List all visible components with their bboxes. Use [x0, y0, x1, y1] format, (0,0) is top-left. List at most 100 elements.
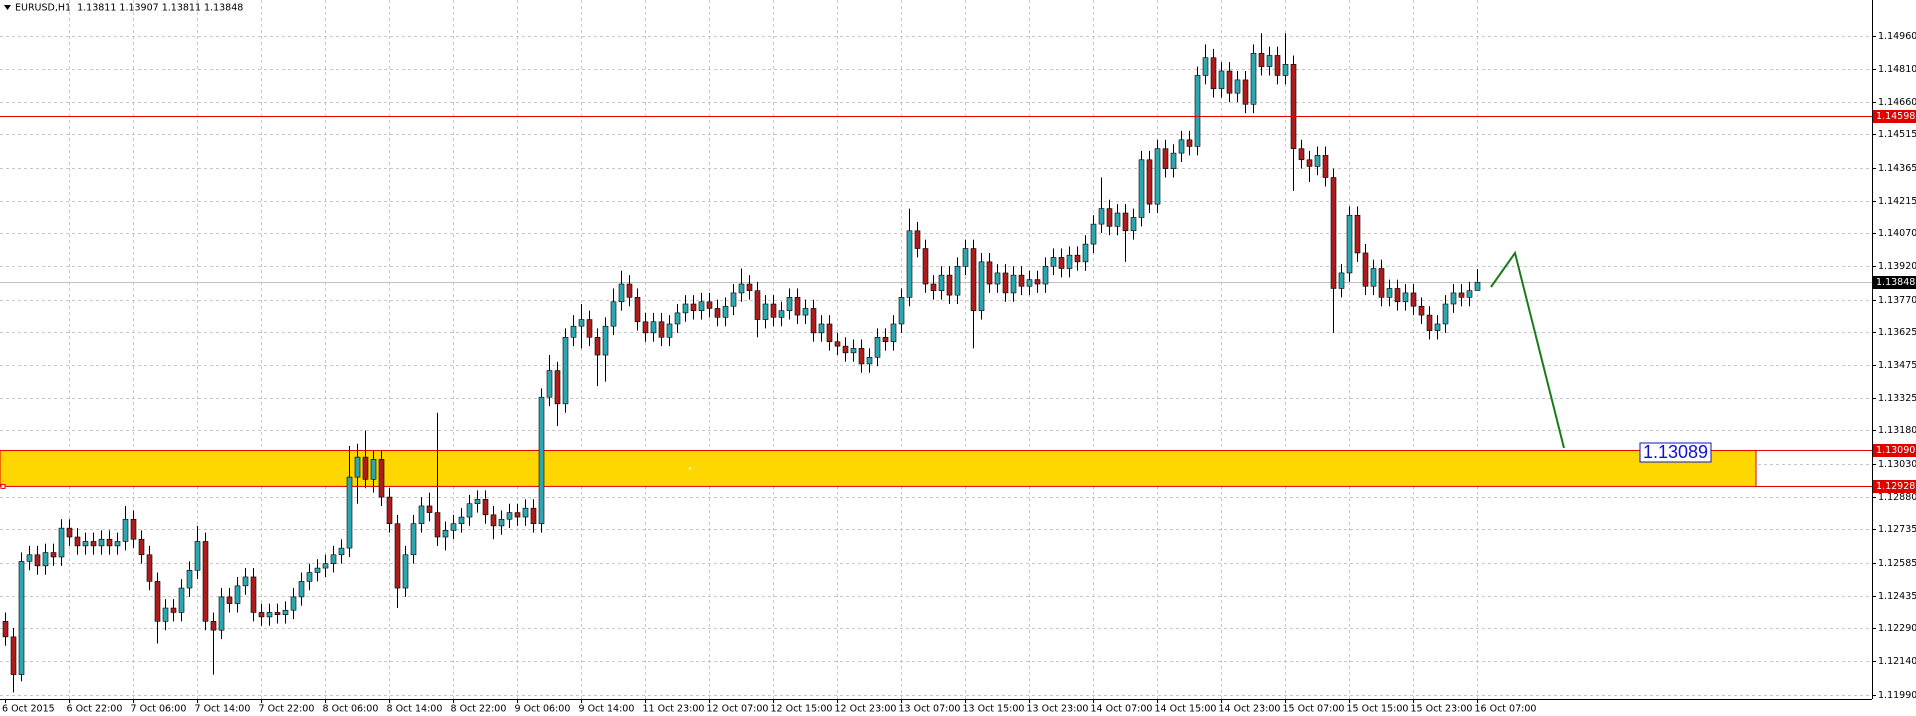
candle-body: [346, 476, 353, 549]
candle-body: [402, 554, 409, 589]
candle-body: [1050, 257, 1057, 267]
candle-body: [498, 518, 505, 527]
x-tick-label: 13 Oct 23:00: [1027, 704, 1089, 715]
candle-body: [66, 527, 73, 538]
candle-body: [1386, 288, 1393, 298]
candle-body: [1250, 52, 1257, 105]
candle-body: [354, 456, 361, 478]
candle-body: [650, 321, 657, 334]
candle-body: [1018, 274, 1025, 287]
candle-body: [530, 507, 537, 524]
candle-body: [954, 265, 961, 296]
candle-body: [1186, 139, 1193, 147]
y-tick-label: 1.12435: [1878, 591, 1916, 602]
candle-body: [258, 612, 265, 618]
candle-body: [730, 292, 737, 307]
candle-body: [1194, 75, 1201, 147]
candle-body: [1082, 243, 1089, 263]
candle-body: [482, 498, 489, 516]
x-tick-label: 8 Oct 06:00: [323, 704, 379, 715]
candle-body: [946, 274, 953, 296]
price-level-label: 1.13848: [1876, 277, 1915, 288]
candle-body: [1122, 212, 1129, 232]
zone: [0, 449, 1757, 487]
candle-body: [434, 512, 441, 538]
candle-body: [850, 348, 857, 354]
candle-body: [802, 308, 809, 316]
candle-body: [1394, 288, 1401, 303]
candle-body: [1226, 70, 1233, 94]
candle-body: [218, 596, 225, 631]
candle-body: [1210, 57, 1217, 90]
candle-body: [1170, 152, 1177, 169]
candle-body: [546, 370, 553, 398]
candle-body: [146, 554, 153, 582]
y-tick-label: 1.14660: [1878, 97, 1916, 108]
candle-body: [930, 283, 937, 291]
candle-body: [90, 541, 97, 547]
candle-body: [58, 527, 65, 558]
candle-body: [1474, 281, 1481, 291]
candle-body: [562, 336, 569, 405]
candle-body: [674, 312, 681, 325]
y-tick-label: 1.11990: [1878, 690, 1916, 701]
x-tick-label: 14 Oct 07:00: [1091, 704, 1153, 715]
candle-body: [274, 612, 281, 615]
candle-body: [1242, 79, 1249, 105]
candle-body: [162, 607, 169, 622]
candle-body: [1362, 252, 1369, 287]
candle-body: [818, 323, 825, 334]
candle-body: [34, 554, 41, 567]
candle-body: [602, 325, 609, 356]
candle-body: [418, 505, 425, 524]
candle-body: [466, 503, 473, 518]
x-tick-label: 16 Oct 07:00: [1475, 704, 1537, 715]
candle-body: [578, 319, 585, 327]
candle-body: [42, 552, 49, 567]
y-tick-label: 1.13770: [1878, 295, 1916, 306]
candle-body: [970, 248, 977, 311]
candle-body: [906, 230, 913, 298]
zone-center-dot: [689, 467, 691, 470]
candle-body: [1098, 208, 1105, 225]
candle-body: [266, 612, 273, 618]
menu-triangle[interactable]: [4, 5, 11, 10]
x-tick-label: 15 Oct 07:00: [1283, 704, 1345, 715]
candles-layer: [2, 33, 1481, 693]
candle-body: [554, 370, 561, 405]
candle-body: [298, 581, 305, 598]
candle-body: [642, 321, 649, 334]
candle-body: [538, 396, 545, 524]
candle-body: [706, 301, 713, 309]
price-level-tag: [1873, 276, 1916, 289]
y-tick-label: 1.13625: [1878, 327, 1916, 338]
candle-body: [226, 596, 233, 604]
annotation: 1.13089: [1643, 442, 1708, 462]
candle-body: [834, 341, 841, 347]
candle-body: [370, 459, 377, 480]
y-tick-label: 1.13325: [1878, 393, 1916, 404]
candle-body: [1058, 257, 1065, 269]
candle-body: [410, 523, 417, 556]
candle-body: [1450, 292, 1457, 305]
y-tick-label: 1.14070: [1878, 228, 1916, 239]
candle-body: [1106, 208, 1113, 227]
candle-body: [1154, 148, 1161, 205]
x-tick-label: 15 Oct 15:00: [1347, 704, 1409, 715]
candle-body: [1370, 268, 1377, 287]
candle-body: [778, 310, 785, 318]
x-tick-label: 11 Oct 23:00: [643, 704, 705, 715]
candle-body: [98, 538, 105, 547]
candle-body: [122, 518, 129, 542]
candle-body: [738, 283, 745, 294]
candle-body: [1298, 148, 1305, 161]
candle-body: [882, 336, 889, 343]
forecast-arrow: [1490, 250, 1565, 449]
candle-body: [282, 609, 289, 615]
candle-body: [754, 290, 761, 320]
price-level-tag: [1873, 110, 1916, 123]
candle-body: [810, 308, 817, 334]
x-tick-label: 12 Oct 07:00: [707, 704, 769, 715]
candle-body: [154, 581, 161, 622]
candle-body: [922, 248, 929, 285]
